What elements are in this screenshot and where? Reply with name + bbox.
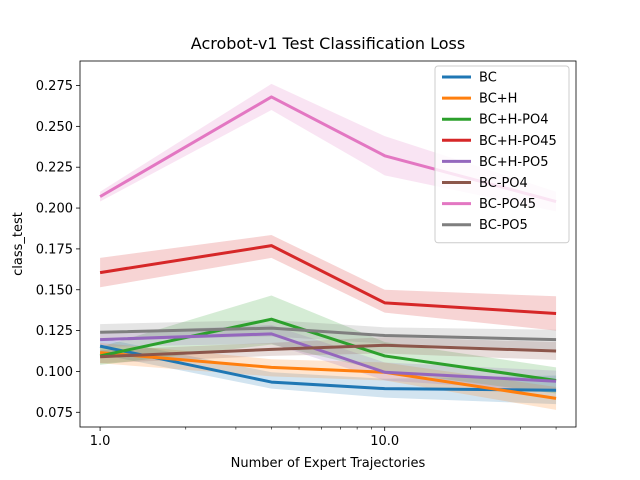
legend-label: BC-PO5 (479, 218, 528, 233)
line-BC-PO4 (100, 343, 557, 359)
legend: BC BC+H BC+H-PO4 BC+H-PO45 BC+H-PO5 BC-PO4 BC-… (434, 65, 570, 244)
legend-label: BC (479, 71, 497, 86)
y-tick-label: 0.075 (36, 406, 73, 421)
band-BC+H (100, 342, 557, 410)
chart-title: Acrobot-v1 Test Classification Loss (191, 34, 465, 53)
legend-label: BC+H-PO5 (479, 155, 548, 170)
band-BC (100, 337, 557, 405)
legend-label: BC-PO45 (479, 197, 536, 212)
line-BC+H (99, 351, 557, 400)
y-tick-label: 0.275 (36, 79, 73, 94)
plot-frame (79, 60, 577, 428)
y-tick-label: 0.150 (36, 283, 73, 298)
x-axis-label: Number of Expert Trajectories (231, 456, 426, 471)
band-BC+H-PO45 (100, 235, 557, 331)
band-BC+H-PO4 (100, 295, 557, 394)
y-tick-label: 0.225 (36, 161, 73, 176)
y-tick-label: 0.175 (36, 242, 73, 257)
legend-box (434, 65, 570, 244)
line-BC-PO5 (100, 326, 557, 342)
x-axis-ticks: 1.0 10.0 (90, 427, 557, 449)
x-tick-label: 10.0 (370, 434, 399, 449)
legend-label: BC+H-PO4 (479, 113, 548, 128)
y-axis-label: class_test (11, 212, 26, 276)
band-BC-PO5 (100, 319, 557, 350)
y-tick-label: 0.250 (36, 120, 73, 135)
y-tick-label: 0.125 (36, 324, 73, 339)
x-tick-label: 1.0 (90, 434, 111, 449)
y-tick-label: 0.100 (36, 365, 73, 380)
line-BC+H-PO5 (100, 332, 557, 383)
y-tick-label: 0.200 (36, 202, 73, 217)
legend-label: BC-PO4 (479, 176, 528, 191)
band-BC-PO4 (100, 337, 557, 364)
line-BC+H-PO45 (99, 244, 557, 315)
y-axis-ticks: 0.075 0.100 0.125 0.150 0.175 0.200 0.225 0.250… (36, 79, 80, 421)
legend-label: BC+H (479, 92, 517, 107)
legend-label: BC+H-PO45 (479, 134, 557, 149)
line-BC (99, 344, 557, 392)
